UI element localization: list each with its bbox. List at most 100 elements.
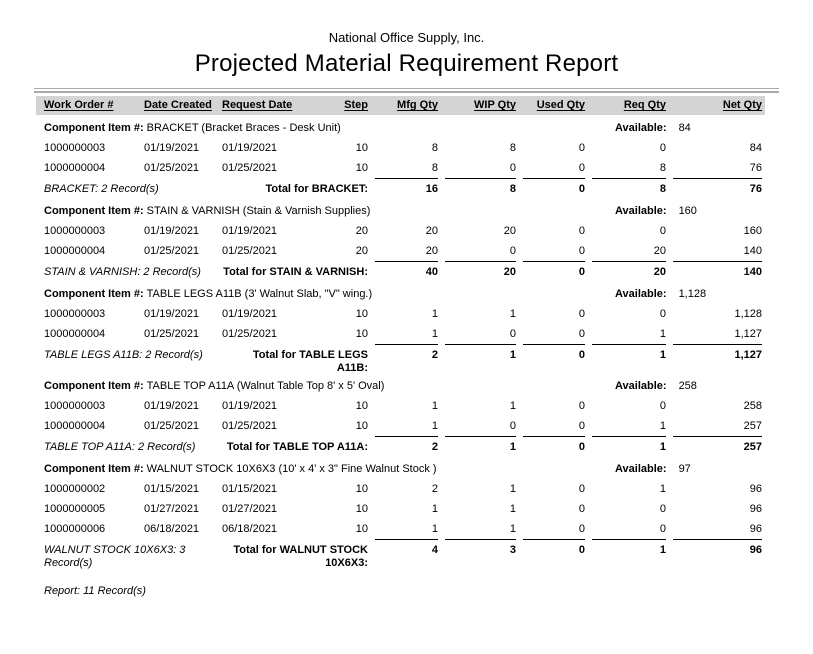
total-wip-qty-cell: 20 bbox=[438, 261, 516, 283]
total-req-qty-cell: 1 bbox=[585, 344, 666, 375]
request-date: 01/25/2021 bbox=[222, 245, 278, 257]
available-label: Available: bbox=[615, 380, 667, 392]
work-order-number: 1000000004 bbox=[44, 162, 106, 174]
net-qty: 257 bbox=[743, 420, 762, 432]
component-item-name: BRACKET (Bracket Braces - Desk Unit) bbox=[146, 122, 341, 134]
section-totals-row: TABLE LEGS A11B: 2 Record(s) Total for T… bbox=[36, 344, 765, 375]
total-net-qty-cell: 257 bbox=[666, 436, 765, 458]
wip-qty: 1 bbox=[509, 503, 516, 515]
net-qty: 160 bbox=[743, 225, 762, 237]
total-req-qty: 1 bbox=[592, 344, 666, 362]
component-item-label: Component Item #: bbox=[44, 122, 144, 134]
work-order-number: 1000000003 bbox=[44, 400, 106, 412]
section-totals-row: STAIN & VARNISH: 2 Record(s) Total for S… bbox=[36, 261, 765, 283]
component-item-header: Component Item #: TABLE LEGS A11B (3' Wal… bbox=[36, 284, 585, 304]
section-total-label: Total for BRACKET: bbox=[265, 183, 368, 195]
work-order-row: 1000000005 01/27/2021 01/27/2021 10 1 1 … bbox=[36, 499, 765, 519]
date-created: 01/25/2021 bbox=[144, 245, 200, 257]
section-totals-row: TABLE TOP A11A: 2 Record(s) Total for TA… bbox=[36, 436, 765, 458]
section-total-label: Total for STAIN & VARNISH: bbox=[223, 266, 368, 278]
wip-qty: 0 bbox=[509, 420, 516, 432]
component-section-header: Component Item #: TABLE TOP A11A (Walnut … bbox=[36, 376, 765, 396]
req-qty: 0 bbox=[659, 308, 666, 320]
section-total-label: Total for WALNUT STOCK 10X6X3: bbox=[233, 544, 368, 569]
req-qty: 1 bbox=[659, 483, 666, 495]
component-item-name: TABLE TOP A11A (Walnut Table Top 8' x 5'… bbox=[146, 380, 385, 392]
work-order-row: 1000000002 01/15/2021 01/15/2021 10 2 1 … bbox=[36, 479, 765, 499]
net-qty: 1,128 bbox=[734, 308, 762, 320]
total-mfg-qty-cell: 40 bbox=[368, 261, 438, 283]
req-qty: 0 bbox=[659, 225, 666, 237]
total-wip-qty: 8 bbox=[445, 178, 516, 196]
total-used-qty: 0 bbox=[523, 539, 585, 557]
total-req-qty-cell: 8 bbox=[585, 178, 666, 200]
total-net-qty-cell: 1,127 bbox=[666, 344, 765, 375]
section-record-count: WALNUT STOCK 10X6X3: 3 Record(s) bbox=[44, 544, 186, 569]
column-header-work-order: Work Order # bbox=[44, 99, 114, 111]
available-value: 258 bbox=[678, 380, 697, 392]
available-label: Available: bbox=[615, 205, 667, 217]
component-section: Component Item #: STAIN & VARNISH (Stain … bbox=[0, 201, 813, 283]
wip-qty: 20 bbox=[503, 225, 516, 237]
total-mfg-qty-cell: 2 bbox=[368, 436, 438, 458]
total-req-qty-cell: 1 bbox=[585, 436, 666, 458]
component-section-header: Component Item #: WALNUT STOCK 10X6X3 (10… bbox=[36, 459, 765, 479]
request-date: 01/25/2021 bbox=[222, 420, 278, 432]
total-used-qty-cell: 0 bbox=[516, 436, 585, 458]
total-wip-qty-cell: 8 bbox=[438, 178, 516, 200]
req-qty: 0 bbox=[659, 503, 666, 515]
title-divider bbox=[34, 88, 779, 93]
mfg-qty: 1 bbox=[431, 420, 438, 432]
used-qty: 0 bbox=[578, 420, 585, 432]
work-order-number: 1000000003 bbox=[44, 142, 106, 154]
available-block: Available: 1,128 bbox=[585, 284, 765, 304]
total-wip-qty-cell: 1 bbox=[438, 344, 516, 375]
column-header-wip-qty: WIP Qty bbox=[474, 99, 516, 111]
step: 10 bbox=[355, 162, 368, 174]
total-req-qty: 20 bbox=[592, 261, 666, 279]
total-used-qty: 0 bbox=[523, 344, 585, 362]
component-section: Component Item #: WALNUT STOCK 10X6X3 (10… bbox=[0, 459, 813, 570]
total-req-qty: 1 bbox=[592, 436, 666, 454]
total-mfg-qty: 2 bbox=[375, 344, 438, 362]
mfg-qty: 1 bbox=[431, 328, 438, 340]
work-order-number: 1000000003 bbox=[44, 225, 106, 237]
net-qty: 96 bbox=[749, 523, 762, 535]
available-label: Available: bbox=[615, 463, 667, 475]
date-created: 01/25/2021 bbox=[144, 162, 200, 174]
total-wip-qty: 3 bbox=[445, 539, 516, 557]
component-item-header: Component Item #: TABLE TOP A11A (Walnut … bbox=[36, 376, 585, 396]
component-section-header: Component Item #: BRACKET (Bracket Braces… bbox=[36, 118, 765, 138]
component-section: Component Item #: TABLE TOP A11A (Walnut … bbox=[0, 376, 813, 458]
work-order-row: 1000000004 01/25/2021 01/25/2021 10 1 0 … bbox=[36, 324, 765, 344]
component-item-label: Component Item #: bbox=[44, 463, 144, 475]
total-net-qty: 140 bbox=[673, 261, 762, 279]
used-qty: 0 bbox=[578, 483, 585, 495]
request-date: 01/25/2021 bbox=[222, 162, 278, 174]
used-qty: 0 bbox=[578, 308, 585, 320]
available-block: Available: 160 bbox=[585, 201, 765, 221]
req-qty: 0 bbox=[659, 400, 666, 412]
step: 10 bbox=[355, 328, 368, 340]
mfg-qty: 1 bbox=[431, 308, 438, 320]
req-qty: 20 bbox=[653, 245, 666, 257]
available-value: 160 bbox=[678, 205, 697, 217]
total-used-qty: 0 bbox=[523, 436, 585, 454]
table-header-row: Work Order # Date Created Request Date S… bbox=[36, 96, 765, 115]
section-record-count: TABLE LEGS A11B: 2 Record(s) bbox=[44, 349, 203, 361]
divider-line-top bbox=[34, 88, 779, 89]
total-wip-qty: 20 bbox=[445, 261, 516, 279]
total-mfg-qty-cell: 16 bbox=[368, 178, 438, 200]
total-wip-qty: 1 bbox=[445, 436, 516, 454]
available-value: 97 bbox=[678, 463, 691, 475]
net-qty: 96 bbox=[749, 503, 762, 515]
total-used-qty: 0 bbox=[523, 178, 585, 196]
section-totals-row: BRACKET: 2 Record(s) Total for BRACKET: … bbox=[36, 178, 765, 200]
work-order-number: 1000000006 bbox=[44, 523, 106, 535]
available-value: 84 bbox=[678, 122, 691, 134]
net-qty: 1,127 bbox=[734, 328, 762, 340]
mfg-qty: 1 bbox=[431, 503, 438, 515]
component-item-name: STAIN & VARNISH (Stain & Varnish Supplie… bbox=[146, 205, 371, 217]
request-date: 01/19/2021 bbox=[222, 400, 278, 412]
